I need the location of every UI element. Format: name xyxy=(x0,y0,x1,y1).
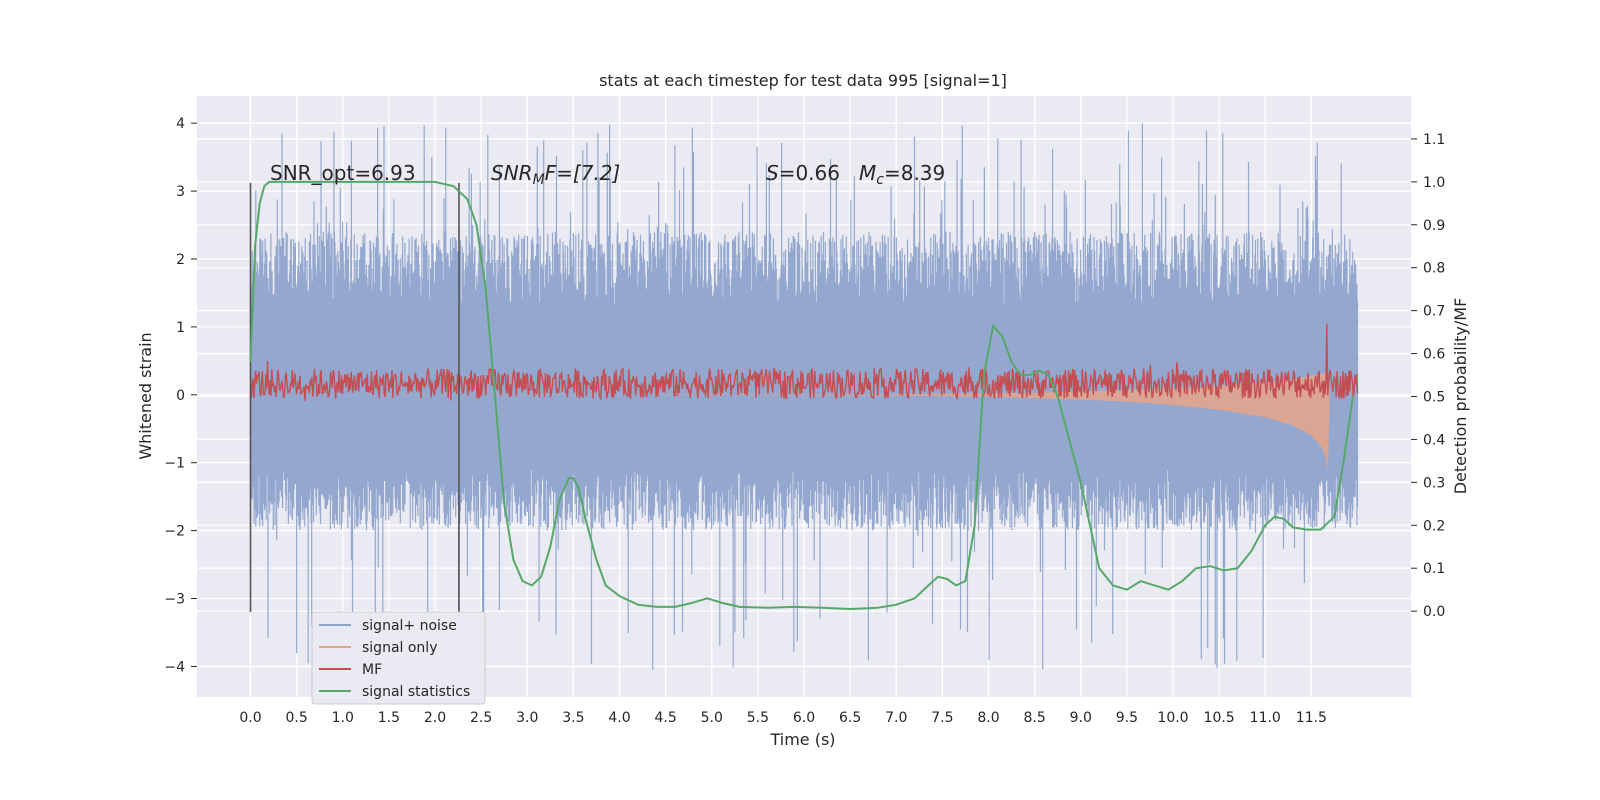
x-tick-label: 1.0 xyxy=(332,710,354,726)
legend-label-mf: MF xyxy=(362,662,382,678)
x-tick-label: 9.5 xyxy=(1116,710,1138,726)
mc-subscript: c xyxy=(876,172,884,188)
x-tick-label: 4.5 xyxy=(654,710,676,726)
y2-tick-label: 0.2 xyxy=(1423,518,1445,534)
y-tick-label: −3 xyxy=(164,592,185,608)
x-tick-label: 8.5 xyxy=(1023,710,1045,726)
y-tick-label: −4 xyxy=(164,659,185,675)
x-tick-label: 6.0 xyxy=(793,710,815,726)
x-tick-label: 11.5 xyxy=(1296,710,1327,726)
x-axis-label: Time (s) xyxy=(769,730,835,749)
x-tick-label: 0.0 xyxy=(239,710,261,726)
y2-tick-label: 0.5 xyxy=(1423,390,1445,406)
legend-label-signal-statistics: signal statistics xyxy=(362,684,470,700)
x-tick-label: 4.0 xyxy=(608,710,630,726)
y-tick-label: 3 xyxy=(176,184,185,200)
y2-tick-label: 0.9 xyxy=(1423,218,1445,234)
x-tick-label: 10.0 xyxy=(1157,710,1188,726)
s-symbol: S xyxy=(766,161,779,185)
y-tick-label: −1 xyxy=(164,456,185,472)
s-value: =0.66 xyxy=(779,161,840,185)
signal-only-series xyxy=(250,373,1330,470)
mf-series xyxy=(249,323,1359,401)
mf-trace xyxy=(249,323,1359,401)
x-tick-label: 0.5 xyxy=(285,710,307,726)
snr-mf-value: F=[7.2] xyxy=(545,161,621,185)
x-tick-label: 11.0 xyxy=(1250,710,1281,726)
y2-tick-label: 0.4 xyxy=(1423,432,1445,448)
y-tick-label: 1 xyxy=(176,320,185,336)
y-tick-label: 0 xyxy=(176,388,185,404)
x-tick-label: 3.5 xyxy=(562,710,584,726)
signal-only-trace xyxy=(250,373,1330,470)
y2-tick-label: 1.0 xyxy=(1423,175,1445,191)
snr-mf-subscript: M xyxy=(533,172,545,188)
x-tick-label: 1.5 xyxy=(378,710,400,726)
mc-annotation: Mc=8.39 xyxy=(859,161,945,188)
y2-tick-label: 0.0 xyxy=(1423,604,1445,620)
snr-mf-symbol: SNR xyxy=(491,161,533,185)
legend-label-signal-noise: signal+ noise xyxy=(362,618,457,634)
y2-tick-label: 0.1 xyxy=(1423,561,1445,577)
x-tick-label: 3.0 xyxy=(516,710,538,726)
right-y-axis-ticks: 1.1 1.0 0.9 0.8 0.7 0.6 0.5 0.4 0.3 0.2 0.1 0.0 xyxy=(1411,132,1445,620)
snr-opt-annotation: SNR_opt=6.93 xyxy=(270,161,416,185)
legend-box xyxy=(311,611,486,705)
x-tick-label: 7.0 xyxy=(885,710,907,726)
y-tick-label: 2 xyxy=(176,252,185,268)
legend-label-signal-only: signal only xyxy=(362,640,437,656)
x-tick-label: 2.5 xyxy=(470,710,492,726)
right-y-axis-label: Detection probability/MF xyxy=(1451,298,1470,495)
x-tick-label: 7.5 xyxy=(931,710,953,726)
signal-statistics-series xyxy=(249,180,1354,610)
x-tick-label: 10.5 xyxy=(1204,710,1235,726)
x-tick-label: 8.0 xyxy=(977,710,999,726)
vertical-markers xyxy=(249,182,460,613)
signal-statistics-trace xyxy=(249,180,1354,610)
x-tick-label: 2.0 xyxy=(424,710,446,726)
y2-tick-label: 0.7 xyxy=(1423,304,1445,320)
y2-tick-label: 0.6 xyxy=(1423,347,1445,363)
x-tick-label: 5.5 xyxy=(747,710,769,726)
y2-tick-label: 0.8 xyxy=(1423,261,1445,277)
x-tick-label: 5.0 xyxy=(701,710,723,726)
y2-tick-label: 1.1 xyxy=(1423,132,1445,148)
x-tick-label: 6.5 xyxy=(839,710,861,726)
mc-value: =8.39 xyxy=(884,161,945,185)
snr-mf-annotation: SNRMF=[7.2] xyxy=(491,161,620,188)
y-axis-ticks: 4 3 2 1 0 −1 −2 −3 −4 xyxy=(164,116,197,675)
y-tick-label: −2 xyxy=(164,524,185,540)
x-tick-label: 9.0 xyxy=(1070,710,1092,726)
s-annotation: S=0.66 xyxy=(766,161,840,185)
mc-symbol: M xyxy=(859,161,876,185)
y2-tick-label: 0.3 xyxy=(1423,475,1445,491)
y-tick-label: 4 xyxy=(176,116,185,132)
x-axis-ticks: 0.0 0.5 1.0 1.5 2.0 2.5 3.0 3.5 4.0 4.5 5.0 5.5 6.0 6… xyxy=(239,710,1327,726)
chart-title: stats at each timestep for test data 995… xyxy=(599,71,1007,90)
legend: signal+ noise signal only MF signal stat… xyxy=(311,611,486,705)
y-axis-label: Whitened strain xyxy=(136,332,155,459)
